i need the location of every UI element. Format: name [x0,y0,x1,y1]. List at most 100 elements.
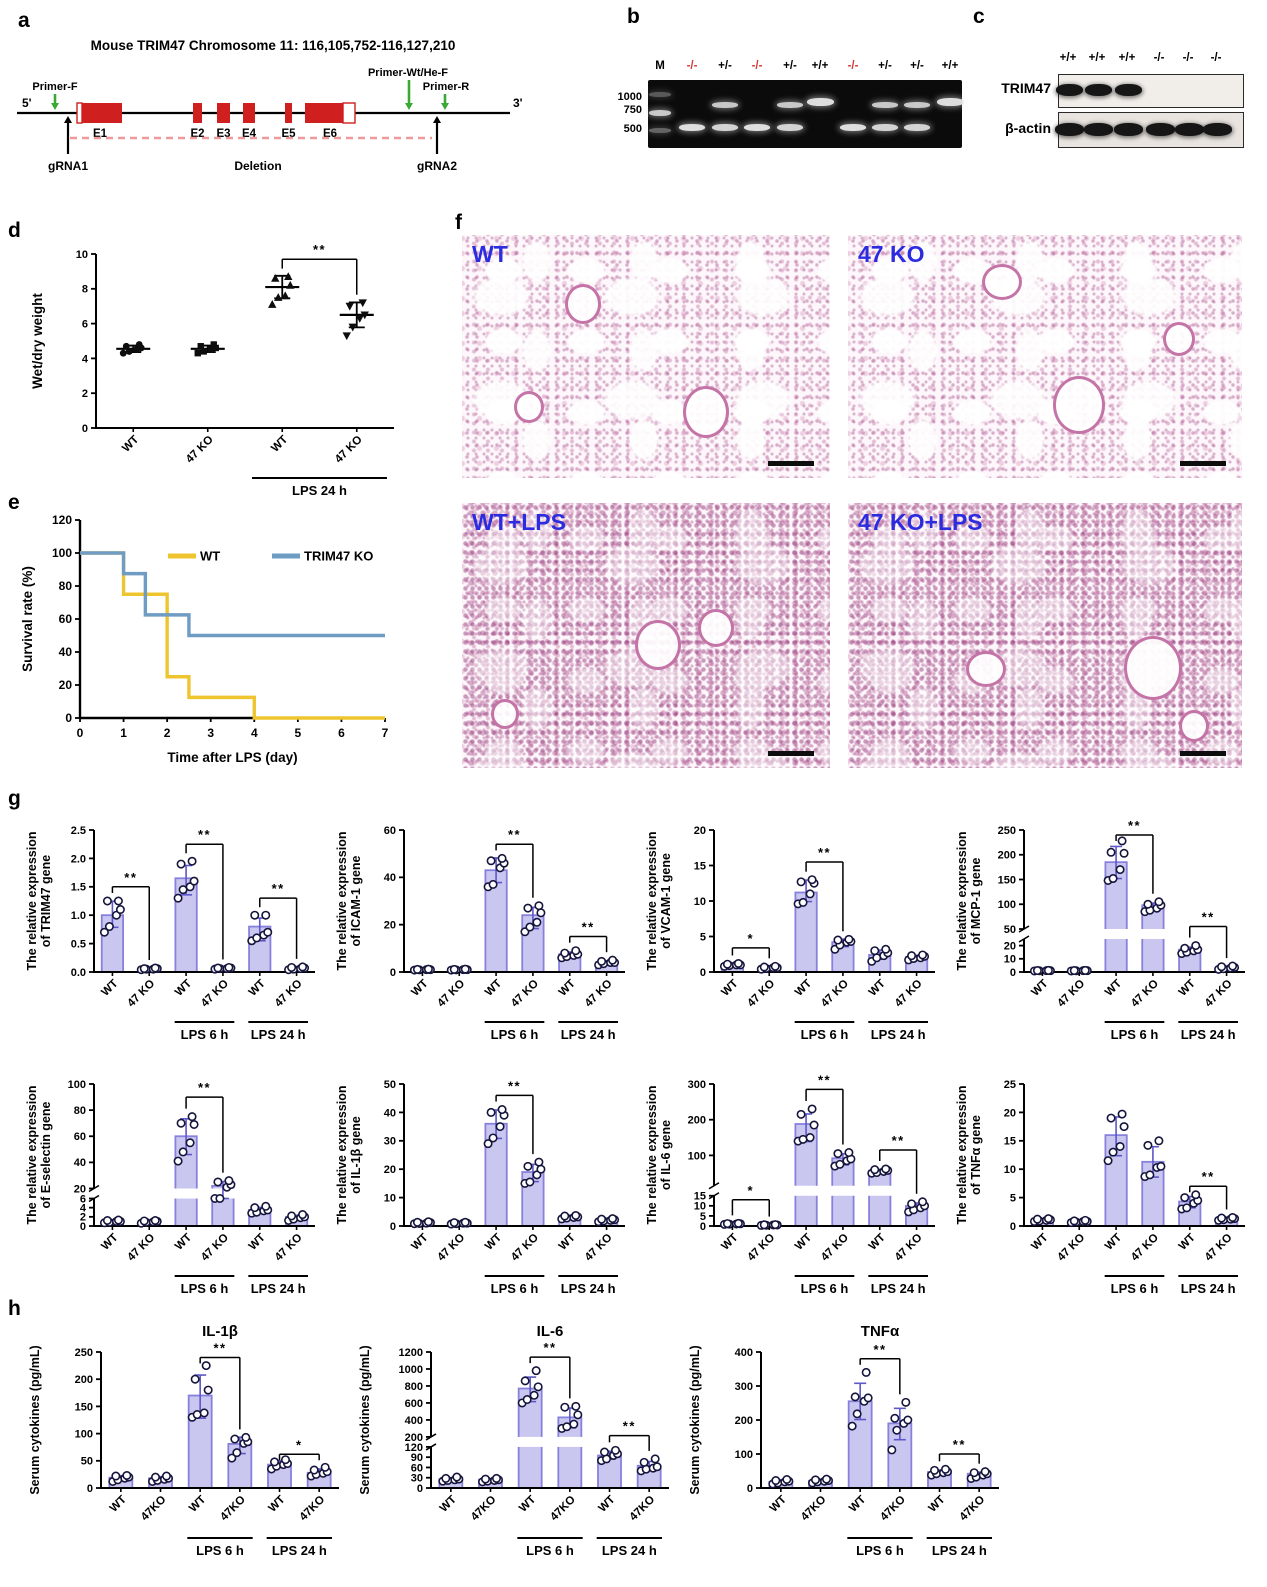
data-point [1043,965,1053,975]
y-tick-label: 300 [735,1381,753,1393]
y-tick-label: 15 [1004,1136,1016,1148]
y-tick-label: 0.5 [71,938,86,950]
chart-tnfa-gene: The relative expression of TNFα gene 0 5 10 1… [952,1070,1257,1322]
y-tick-label: 120 [405,1442,423,1454]
y-tick-label: 40 [59,645,73,659]
data-point [281,291,290,300]
x-category-label: WT [557,978,578,999]
data-point [423,1217,433,1227]
y-axis-title: Wet/dry weight [30,293,45,389]
axis-break-band [423,1436,669,1447]
y-axis-title: The relative expression [25,1086,39,1225]
x-category-label: WT [108,1494,129,1515]
gel-band [872,124,898,131]
gel-size-1000: 1000 [617,91,642,103]
utr-box [342,102,356,124]
y-tick-label: 0 [82,423,88,435]
data-point [224,962,234,972]
data-point [497,1105,507,1115]
gel-lane-label: +/- [783,60,797,72]
data-point [798,897,808,907]
data-point [1032,1214,1042,1224]
data-point [881,1164,891,1174]
sig-label: ** [818,1072,831,1087]
y-tick-label: 90 [411,1452,423,1464]
data-point [1228,1212,1238,1222]
gel-band [712,124,738,131]
gel-band [712,102,738,108]
data-point [652,1462,662,1472]
data-point [215,1194,225,1204]
data-point [796,877,806,887]
chart-il6-gene: The relative expression of IL-6 gene 0 5 10 1… [642,1070,947,1322]
data-point [980,1467,990,1477]
data-point [1069,1216,1079,1226]
y-tick-label: 2 [80,1212,86,1224]
blot-band-trim47 [1056,84,1083,96]
data-point [835,1159,845,1169]
y-axis-title: of TNFα gene [969,1115,983,1195]
axis-break-mark [708,1182,720,1190]
primer-arrow [405,103,413,110]
y-axis-title: Serum cytokines (pg/mL) [28,1345,42,1494]
data-point [608,955,618,965]
data-point [497,853,507,863]
data-point [1154,1136,1164,1146]
blot-band-bactin [1114,123,1143,136]
data-point [809,1120,819,1130]
chart-svg-e: Survival rate (%) 0 20 40 60 80 100 120 0 1 2 3 4 5 6 7… [20,513,389,765]
data-point [833,1149,843,1159]
data-point [1080,965,1090,975]
gel-lane-label: +/- [910,60,924,72]
y-tick-label: 0 [390,967,396,979]
group-label: LPS 6 h [1111,1027,1159,1042]
gel-band [904,102,930,108]
gel-band [872,102,898,108]
y-tick-label: 0 [700,1221,706,1233]
data-point [533,1382,543,1392]
data-point [412,1217,422,1227]
histology-texture [848,503,1242,768]
utr-box [76,102,83,124]
group-label: LPS 6 h [491,1281,539,1296]
x-category-label: 47 KO [199,1232,231,1264]
data-point [536,908,546,918]
y-tick-label: 300 [688,1079,706,1091]
y-tick-label: 250 [75,1347,93,1359]
data-point [1154,897,1164,907]
y-tick-label: 1200 [399,1347,423,1359]
data-point [187,1112,197,1122]
data-point [139,1216,149,1226]
data-point [722,959,732,969]
x-category-label: WT [409,1232,430,1253]
data-point [861,1367,871,1377]
x-tick-label: 6 [338,726,345,740]
x-category-label: 47 KO [1055,978,1087,1010]
data-point [892,1425,902,1435]
x-category-label: 47KO [799,1494,829,1524]
y-tick-label: 60 [411,1462,423,1474]
blot-band-bactin [1175,123,1204,136]
y-tick-label: 600 [405,1398,423,1410]
y-axis-title: The relative expression [25,832,39,971]
gel-band [744,124,770,131]
x-tick-label: 3 [207,726,214,740]
data-point [890,1413,900,1423]
histology-47ko: 47 KO [848,235,1242,478]
data-point [571,946,581,956]
data-point [284,272,293,281]
data-point [940,1464,950,1474]
y-tick-label: 4 [82,353,89,365]
y-tick-label: 100 [75,1428,93,1440]
x-axis-title: Time after LPS (day) [167,750,297,765]
x-category-label: 47 KO [1203,978,1235,1010]
exon-box [243,103,255,123]
y-tick-label: 0.0 [71,967,86,979]
airway-ring [1178,709,1209,742]
primer-f-label: Primer-F [32,81,78,93]
y-tick-label: 20 [59,678,73,692]
blot-band-bactin [1084,123,1113,136]
x-category-label: 47 KO [819,978,851,1010]
histology-texture [848,503,1242,768]
data-point [1115,865,1125,875]
